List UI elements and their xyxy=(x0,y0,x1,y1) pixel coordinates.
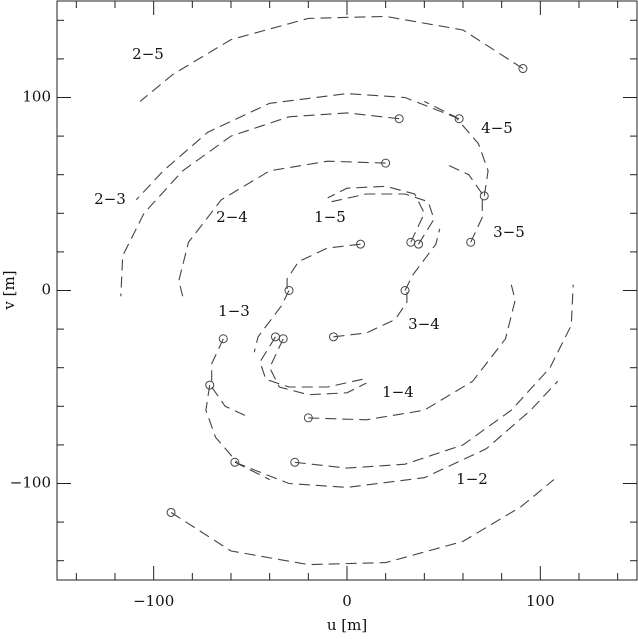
track-start xyxy=(466,237,476,247)
track-start xyxy=(394,114,404,124)
track-start xyxy=(518,64,528,74)
baseline-label: 2−4 xyxy=(216,208,248,226)
track-start xyxy=(278,334,288,344)
track-start xyxy=(205,380,215,390)
baseline-label: 4−5 xyxy=(481,119,513,137)
track-start xyxy=(270,332,280,342)
track-start xyxy=(479,191,489,201)
track-start xyxy=(414,239,424,249)
track-start xyxy=(400,286,410,295)
uv-track xyxy=(327,185,425,243)
uv-track xyxy=(308,284,516,421)
baseline-label: 1−4 xyxy=(382,383,414,401)
track-start xyxy=(166,507,176,517)
uv-track xyxy=(286,243,361,295)
baseline-label: 2−5 xyxy=(132,45,164,63)
uv-track xyxy=(294,284,574,469)
uv-track xyxy=(333,286,408,338)
uv-track xyxy=(404,228,441,291)
uv-track xyxy=(269,338,367,396)
uv-track xyxy=(178,160,386,297)
track-start xyxy=(356,239,366,249)
track-start xyxy=(218,334,228,344)
plot-frame xyxy=(56,0,638,581)
uv-track xyxy=(443,162,483,243)
baseline-label: 1−5 xyxy=(314,208,346,226)
track-start xyxy=(230,457,240,467)
uv-track xyxy=(135,93,460,201)
track-start xyxy=(381,158,391,168)
x-tick-label: 0 xyxy=(342,592,352,610)
x-axis-label: u [m] xyxy=(327,616,367,634)
uv-track xyxy=(139,15,524,102)
y-axis-label: v [m] xyxy=(0,270,18,310)
baseline-label: 1−2 xyxy=(456,470,488,488)
uv-track xyxy=(253,290,290,353)
uv-track xyxy=(234,380,559,488)
baseline-label: 3−5 xyxy=(493,223,525,241)
y-tick-label: −100 xyxy=(10,474,51,492)
uv-track xyxy=(424,100,489,196)
x-tick-label: −100 xyxy=(133,592,174,610)
y-tick-label: 100 xyxy=(22,88,51,106)
baseline-label: 1−3 xyxy=(218,302,250,320)
track-start xyxy=(328,332,338,342)
track-start xyxy=(284,286,294,295)
y-tick-label: 0 xyxy=(41,281,51,299)
baseline-label: 2−3 xyxy=(94,190,126,208)
uv-track xyxy=(205,385,270,481)
uv-track xyxy=(211,338,251,419)
uv-track xyxy=(170,479,555,566)
uv-track xyxy=(331,193,435,245)
track-start xyxy=(290,457,300,467)
track-start xyxy=(454,114,464,124)
track-start xyxy=(303,413,313,423)
uv-track xyxy=(120,112,400,297)
uv-track xyxy=(259,336,363,388)
x-tick-label: 100 xyxy=(526,592,555,610)
baseline-label: 3−4 xyxy=(408,315,440,333)
